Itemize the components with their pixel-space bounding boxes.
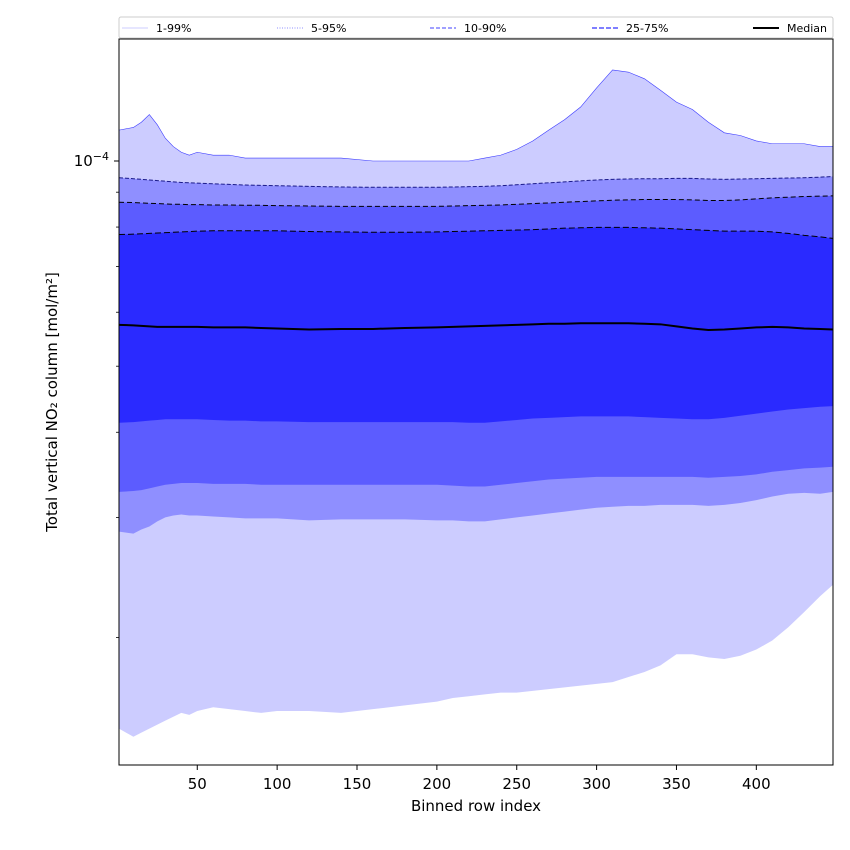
band-upper-line-5-95pct: [118, 176, 834, 188]
bands-layer: [119, 69, 833, 737]
x-tick-label: 400: [742, 775, 771, 793]
band-upper-line-10-90pct: [118, 195, 834, 207]
y-axis: 10−4: [74, 150, 119, 638]
band-upper-line-25-75pct: [118, 226, 834, 239]
band-25-75pct: [119, 227, 833, 423]
band-boundary-lines: [118, 69, 834, 239]
x-tick-label: 300: [582, 775, 611, 793]
legend-box: [118, 16, 834, 39]
x-axis-label: Binned row index: [411, 797, 541, 815]
x-tick-label: 200: [423, 775, 452, 793]
y-tick-label: 10−4: [74, 150, 109, 170]
x-tick-label: 100: [263, 775, 292, 793]
legend-label-5-95pct: 5-95%: [311, 22, 346, 35]
x-tick-label: 50: [188, 775, 207, 793]
legend-label-10-90pct: 10-90%: [464, 22, 506, 35]
x-tick-label: 150: [343, 775, 372, 793]
x-tick-label: 350: [662, 775, 691, 793]
median-layer: [118, 322, 834, 332]
y-axis-label: Total vertical NO₂ column [mol/m²]: [43, 272, 61, 533]
x-tick-label: 250: [502, 775, 531, 793]
x-axis: 50 100 150 200 250 300 350 400: [188, 765, 771, 793]
median-line: [118, 322, 834, 332]
legend-label-1-99pct: 1-99%: [156, 22, 191, 35]
band-upper-line-1-99pct: [118, 69, 833, 162]
legend: 1-99% 5-95% 10-90% 25-75% Median: [118, 16, 834, 39]
plot-frame: [118, 38, 834, 766]
legend-label-Median: Median: [787, 22, 827, 35]
legend-label-25-75pct: 25-75%: [626, 22, 668, 35]
